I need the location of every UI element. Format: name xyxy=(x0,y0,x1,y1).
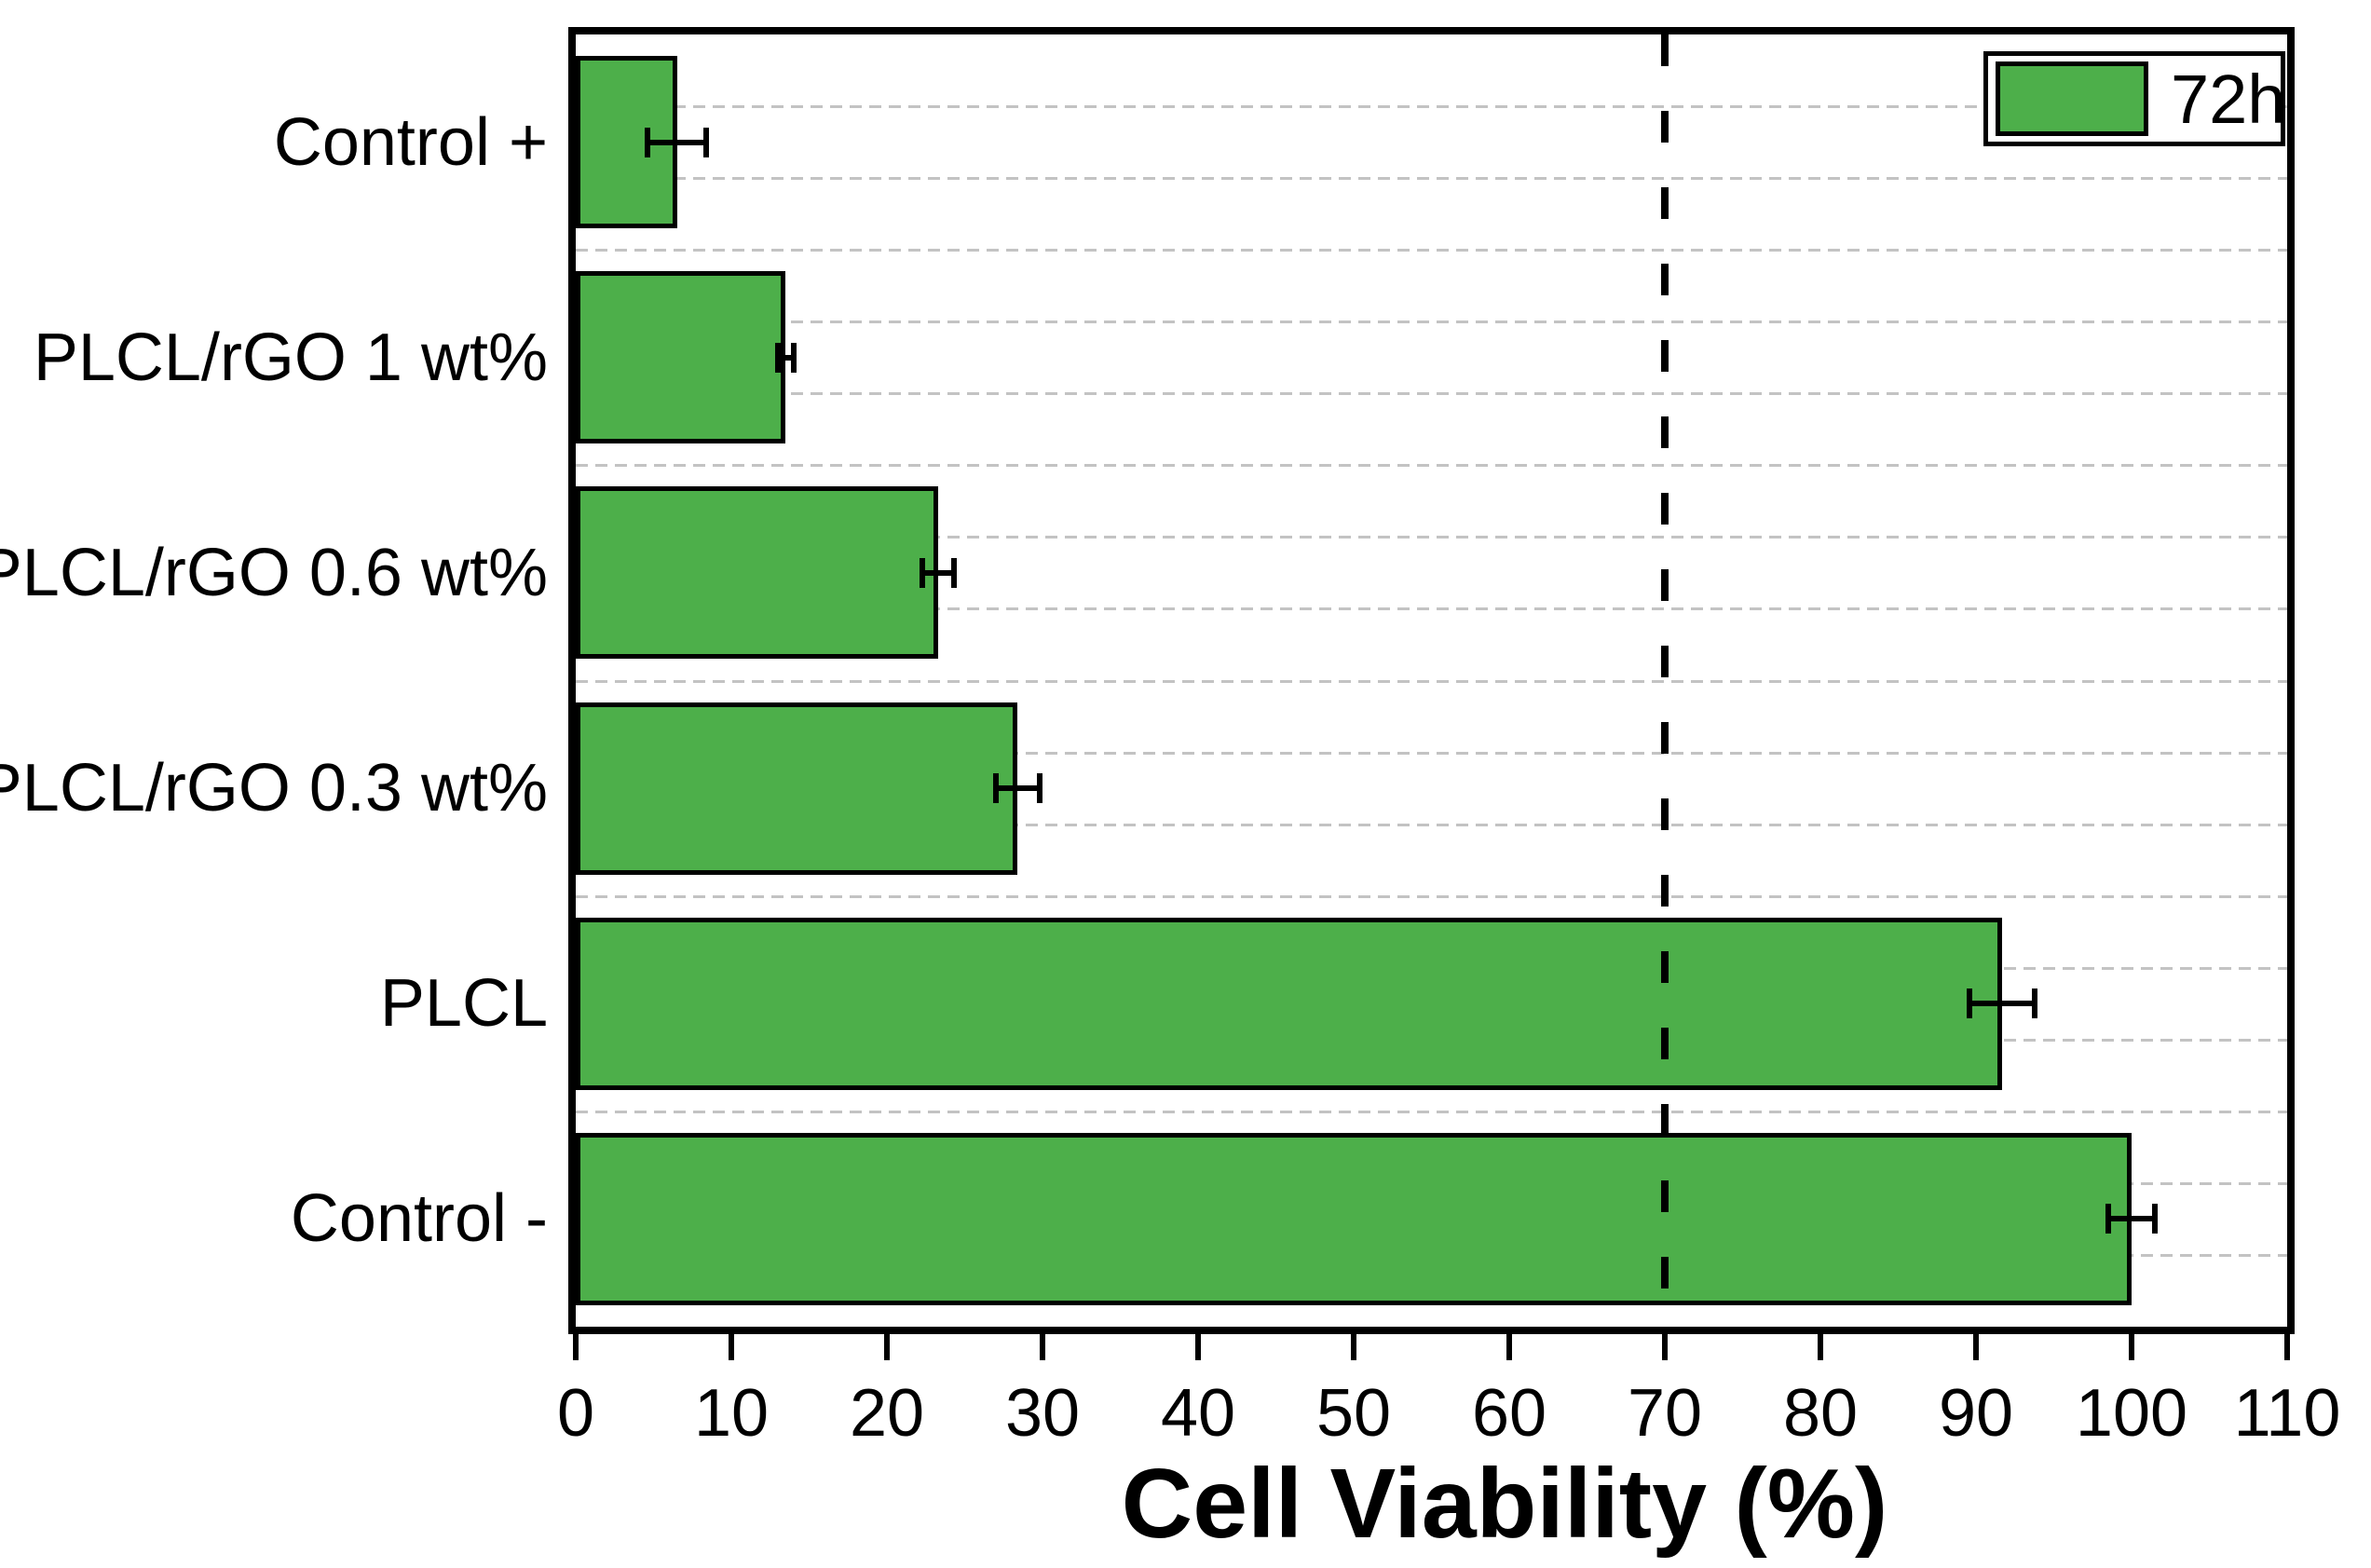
x-axis-tick xyxy=(729,1334,734,1360)
x-axis-tick-label: 50 xyxy=(1315,1376,1392,1451)
x-axis-tick-label: 110 xyxy=(2233,1376,2341,1451)
category-label: PLCL xyxy=(379,966,548,1042)
x-axis-tick-label: 80 xyxy=(1782,1376,1859,1451)
minor-gridline xyxy=(576,823,2287,826)
minor-gridline xyxy=(576,392,2287,396)
category-label: PLCL/rGO 1 wt% xyxy=(33,320,548,395)
x-axis-tick xyxy=(1195,1334,1201,1360)
x-axis-tick xyxy=(1351,1334,1356,1360)
x-axis-tick-label: 90 xyxy=(1938,1376,2014,1451)
error-bar xyxy=(995,785,1040,792)
x-axis-tick xyxy=(573,1334,579,1360)
error-bar xyxy=(2107,1216,2156,1222)
bar-plcl xyxy=(576,917,2003,1090)
error-bar-cap-left xyxy=(775,342,782,373)
error-bar-cap-right xyxy=(2152,1204,2159,1234)
x-axis-tick xyxy=(2129,1334,2134,1360)
legend: 72h xyxy=(1983,51,2285,146)
x-axis-tick xyxy=(1040,1334,1045,1360)
plot-frame: 72h xyxy=(568,27,2295,1334)
x-axis-tick-label: 20 xyxy=(849,1376,925,1451)
x-axis-tick-label: 30 xyxy=(1004,1376,1081,1451)
category-label: PLCL/rGO 0.6 wt% xyxy=(0,535,548,610)
x-axis-title: Cell Viability (%) xyxy=(1121,1449,1888,1559)
x-axis-tick xyxy=(884,1334,890,1360)
minor-gridline xyxy=(576,105,2287,109)
x-axis-tick-label: 70 xyxy=(1627,1376,1703,1451)
minor-gridline xyxy=(576,894,2287,898)
error-bar-cap-right xyxy=(703,127,710,157)
x-axis-tick-label: 60 xyxy=(1471,1376,1547,1451)
x-axis-tick-label: 40 xyxy=(1160,1376,1236,1451)
x-axis-tick-label: 10 xyxy=(693,1376,770,1451)
error-bar xyxy=(778,354,794,361)
legend-swatch-72h xyxy=(1996,61,2148,136)
minor-gridline xyxy=(576,536,2287,539)
error-bar-cap-left xyxy=(2105,1204,2111,1234)
reference-line-70pct xyxy=(1661,34,1669,1327)
error-bar-cap-right xyxy=(2032,989,2038,1019)
x-axis-tick xyxy=(1506,1334,1512,1360)
minor-gridline xyxy=(576,320,2287,324)
bar-plcl-rgo-0-3-wt- xyxy=(576,702,1018,875)
bar-control- xyxy=(576,1132,2132,1305)
x-axis-tick xyxy=(1973,1334,1979,1360)
error-bar xyxy=(1969,1001,2036,1007)
minor-gridline xyxy=(576,751,2287,755)
error-bar-cap-right xyxy=(790,342,797,373)
error-bar-cap-left xyxy=(920,557,926,588)
x-axis-tick xyxy=(1662,1334,1668,1360)
category-label: Control - xyxy=(290,1181,548,1257)
error-bar xyxy=(647,139,707,145)
plot-area: 72h xyxy=(576,34,2287,1327)
minor-gridline xyxy=(576,177,2287,181)
x-axis-tick-label: 0 xyxy=(556,1376,595,1451)
error-bar xyxy=(922,569,954,576)
bar-plcl-rgo-1-wt- xyxy=(576,271,786,444)
minor-gridline xyxy=(576,249,2287,252)
minor-gridline xyxy=(576,607,2287,611)
error-bar-cap-left xyxy=(1967,989,1973,1019)
x-axis-tick-label: 100 xyxy=(2075,1376,2188,1451)
error-bar-cap-right xyxy=(1036,773,1042,804)
minor-gridline xyxy=(576,1110,2287,1113)
minor-gridline xyxy=(576,679,2287,683)
error-bar-cap-right xyxy=(950,557,957,588)
minor-gridline xyxy=(576,464,2287,468)
bar-plcl-rgo-0-6-wt- xyxy=(576,486,939,660)
category-label: Control + xyxy=(273,104,548,180)
legend-label: 72h xyxy=(2171,60,2286,138)
category-label: PLCL/rGO 0.3 wt% xyxy=(0,751,548,826)
error-bar-cap-left xyxy=(992,773,999,804)
x-axis-tick xyxy=(1818,1334,1823,1360)
error-bar-cap-left xyxy=(644,127,650,157)
x-axis-tick xyxy=(2284,1334,2290,1360)
